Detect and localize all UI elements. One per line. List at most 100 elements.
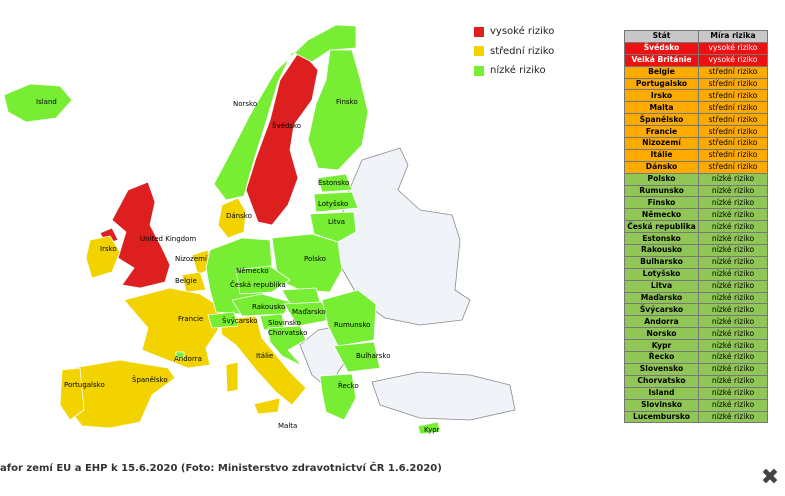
cell-state: Litva [624,279,699,293]
cell-risk: nízké riziko [698,244,768,257]
legend-swatch-low [474,65,484,76]
legend-label-medium: střední riziko [490,45,555,57]
legend-item-low: nízké riziko [474,61,554,81]
cell-state: Island [624,386,699,400]
table-row: Bulharsko nízké riziko [624,255,768,269]
cell-risk: nízké riziko [698,232,768,246]
close-button[interactable]: ✖ [760,465,780,490]
table-row: Česká republika nízké riziko [624,220,768,234]
label-francie: Francie [178,315,203,323]
label-recko: Řecko [338,381,359,390]
label-nemecko: Německo [236,267,269,275]
cell-state: Slovinsko [624,398,699,412]
cell-risk: nízké riziko [698,398,768,412]
region-island [3,83,73,123]
cell-state: Finsko [624,196,699,210]
cell-risk: nízké riziko [698,303,768,317]
region-svycarsko [207,311,239,329]
label-chorvatsko: Chorvatsko [268,329,307,337]
region-chorvatsko [267,325,307,367]
label-svedsko: Švédsko [272,121,301,130]
table-row: Litva nízké riziko [624,279,768,293]
cell-risk: nízké riziko [698,410,768,424]
label-belgie: Belgie [175,277,197,285]
label-estonsko: Estonsko [318,179,349,187]
cell-state: Lucembursko [624,410,699,424]
region-norsko [213,24,357,201]
cell-state: Itálie [624,148,699,162]
table-row: Island nízké riziko [624,386,768,400]
label-madarsko: Maďarsko [292,308,326,316]
close-icon: ✖ [760,465,780,490]
table-row: Francie střední riziko [624,125,768,139]
label-finsko: Finsko [336,98,358,106]
label-portugalsko: Portugalsko [64,381,105,389]
cell-risk: nízké riziko [698,339,768,353]
table-row: Polsko nízké riziko [624,172,768,186]
map-legend: vysoké riziko střední riziko nízké rizik… [474,22,554,81]
label-malta: Malta [278,422,297,430]
legend-swatch-high [474,26,484,37]
region-sardinie [225,361,239,393]
cell-risk: střední riziko [698,65,768,79]
region-estonsko [317,173,353,193]
region-nodata-turkey [371,371,516,421]
label-polsko: Polsko [304,255,326,263]
region-lotyssko [313,191,359,213]
region-recko [319,373,357,421]
cell-risk: vysoké riziko [698,41,768,55]
legend-label-low: nízké riziko [490,65,546,77]
table-row: Řecko nízké riziko [624,351,768,364]
cell-risk: nízké riziko [698,255,768,269]
region-italie [219,315,307,406]
label-slovinsko: Slovinsko [268,319,301,327]
region-litva [309,211,357,243]
label-norsko: Norsko [233,100,257,108]
cell-risk: vysoké riziko [698,53,768,67]
region-irsko [85,235,121,279]
cell-state: Norsko [624,327,699,341]
region-kypr [417,421,441,435]
cell-risk: nízké riziko [698,208,768,222]
cell-risk: nízké riziko [698,184,768,198]
cell-risk: nízké riziko [698,374,768,388]
cell-state: Česká republika [624,220,699,234]
cell-state: Rakousko [624,244,699,257]
table-header-row: Stát Míra rizika [624,30,768,43]
legend-item-medium: střední riziko [474,42,554,62]
table-row: Velká Británie vysoké riziko [624,53,768,67]
cell-state: Švýcarsko [624,303,699,317]
cell-risk: střední riziko [698,148,768,162]
cell-state: Andorra [624,315,699,329]
region-cr [235,265,291,295]
region-finsko [307,49,369,171]
cell-risk: střední riziko [698,160,768,174]
table-row: Portugalsko střední riziko [624,77,768,91]
table-row: Itálie střední riziko [624,148,768,162]
region-rumunsko [321,289,377,347]
header-state: Stát [624,30,699,43]
label-svycarsko: Švýcarsko [222,316,257,325]
table-row: Španělsko střední riziko [624,113,768,127]
region-svedsko [245,49,319,226]
cell-risk: nízké riziko [698,327,768,341]
label-cr: Česká republika [230,280,286,289]
cell-state: Belgie [624,65,699,79]
cell-state: Řecko [624,351,699,364]
cell-risk: střední riziko [698,137,768,150]
label-bulharsko: Bulharsko [356,352,391,360]
table-row: Slovensko nízké riziko [624,362,768,376]
table-row: Rakousko nízké riziko [624,244,768,257]
region-francie [123,287,223,369]
cell-risk: střední riziko [698,125,768,139]
region-portugalsko [59,367,85,421]
table-row: Irsko střední riziko [624,89,768,103]
label-italie: Itálie [256,352,273,360]
cell-risk: nízké riziko [698,172,768,186]
cell-risk: střední riziko [698,89,768,103]
label-andorra: Andorra [174,355,202,363]
cell-risk: nízké riziko [698,279,768,293]
table-row: Slovinsko nízké riziko [624,398,768,412]
cell-state: Rumunsko [624,184,699,198]
legend-item-high: vysoké riziko [474,22,554,42]
